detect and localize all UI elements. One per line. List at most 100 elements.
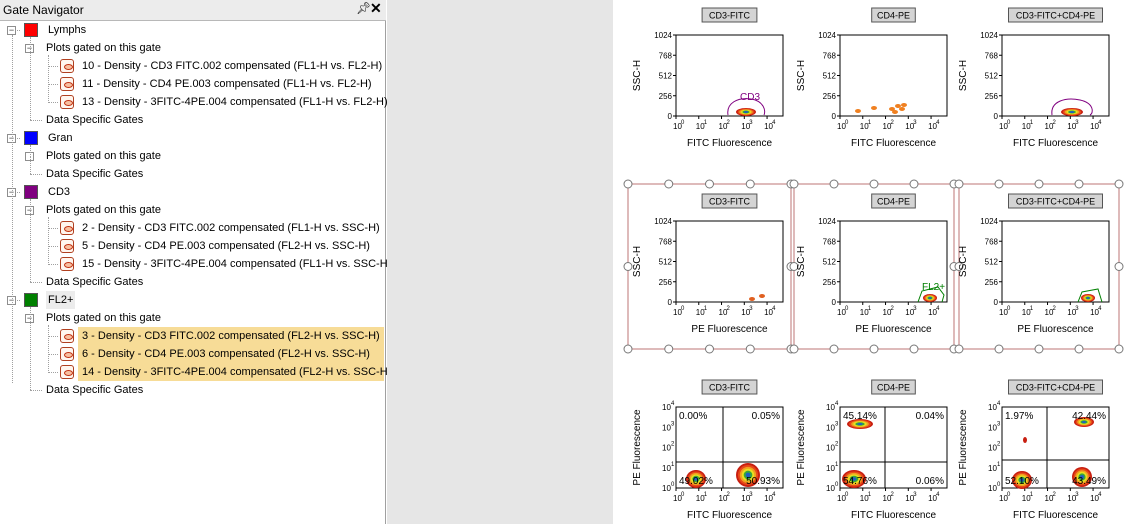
resize-handle[interactable] bbox=[789, 179, 799, 189]
gate-outline[interactable] bbox=[1077, 288, 1103, 303]
resize-handle[interactable] bbox=[705, 179, 714, 189]
plot-list-item[interactable]: 5 - Density - CD4 PE.003 compensated (FL… bbox=[82, 240, 370, 252]
plot-area bbox=[675, 34, 784, 117]
x-tick-label: 10 bbox=[883, 308, 892, 317]
plot-title-box[interactable] bbox=[701, 193, 758, 209]
resize-handle[interactable] bbox=[623, 262, 633, 271]
gate-node-label[interactable]: CD3 bbox=[48, 186, 71, 198]
x-tick-exponent: 3 bbox=[1075, 120, 1079, 126]
resize-handle[interactable] bbox=[789, 262, 799, 271]
density-plot-icon bbox=[60, 221, 74, 235]
resize-handle[interactable] bbox=[954, 262, 964, 271]
gate-outline[interactable] bbox=[917, 286, 945, 303]
expander-icon[interactable]: − bbox=[25, 43, 34, 53]
plot-title-box[interactable] bbox=[1008, 193, 1103, 209]
x-tick-exponent: 4 bbox=[936, 492, 940, 498]
resize-handle[interactable] bbox=[829, 344, 839, 354]
plot-title-box[interactable] bbox=[701, 379, 758, 395]
plot-list-item[interactable]: 15 - Density - 3FITC-4PE.004 compensated… bbox=[82, 258, 392, 270]
x-axis-label: PE Fluorescence bbox=[855, 324, 932, 335]
expander-icon[interactable]: − bbox=[7, 295, 16, 305]
data-specific-gates-label[interactable]: Data Specific Gates bbox=[46, 114, 144, 126]
resize-handle[interactable] bbox=[1114, 344, 1124, 354]
x-tick-label: 10 bbox=[696, 122, 705, 131]
x-tick-label: 10 bbox=[883, 122, 892, 131]
plot-title-box[interactable] bbox=[1008, 379, 1103, 395]
x-tick-exponent: 4 bbox=[936, 306, 940, 312]
data-specific-gates-label[interactable]: Data Specific Gates bbox=[46, 168, 144, 180]
tree-connector bbox=[12, 30, 20, 31]
y-axis-label: PE Fluorescence bbox=[958, 409, 969, 486]
resize-handle[interactable] bbox=[745, 179, 755, 189]
y-tick-label: 0 bbox=[832, 112, 837, 121]
y-tick-label: 256 bbox=[823, 92, 837, 101]
resize-handle[interactable] bbox=[909, 344, 919, 354]
x-tick-label: 10 bbox=[860, 308, 869, 317]
resize-handle[interactable] bbox=[869, 179, 879, 189]
plot-list-item[interactable]: 13 - Density - 3FITC-4PE.004 compensated… bbox=[82, 96, 388, 108]
tree-connector bbox=[12, 35, 13, 383]
gate-node-label[interactable]: FL2+ bbox=[46, 291, 76, 309]
resize-handle[interactable] bbox=[789, 344, 799, 354]
plot-title-box[interactable] bbox=[701, 7, 758, 23]
expander-icon[interactable]: − bbox=[7, 187, 16, 197]
y-tick-label: 0 bbox=[994, 112, 999, 121]
plots-gated-label[interactable]: Plots gated on this gate bbox=[46, 42, 161, 54]
resize-handle[interactable] bbox=[745, 344, 755, 354]
pin-icon[interactable]: 📌︎ bbox=[356, 1, 372, 15]
tree-connector bbox=[48, 372, 58, 373]
x-tick-label: 10 bbox=[837, 308, 846, 317]
resize-handle[interactable] bbox=[994, 344, 1004, 354]
gate-node-label[interactable]: Lymphs bbox=[48, 24, 87, 36]
plot-list-item[interactable]: 6 - Density - CD4 PE.003 compensated (FL… bbox=[82, 348, 370, 360]
selection-highlight bbox=[78, 363, 384, 381]
expander-icon[interactable] bbox=[25, 152, 34, 161]
resize-handle[interactable] bbox=[829, 179, 839, 189]
resize-handle[interactable] bbox=[1114, 262, 1124, 271]
plot-list-item[interactable]: 10 - Density - CD3 FITC.002 compensated … bbox=[82, 60, 383, 72]
plots-gated-label[interactable]: Plots gated on this gate bbox=[46, 204, 161, 216]
tree-connector bbox=[12, 138, 20, 139]
resize-handle[interactable] bbox=[909, 179, 919, 189]
resize-handle[interactable] bbox=[623, 179, 633, 189]
plot-list-item[interactable]: 2 - Density - CD3 FITC.002 compensated (… bbox=[82, 222, 380, 234]
plot-title-box[interactable] bbox=[1008, 7, 1103, 23]
y-tick-label: 10 bbox=[662, 403, 671, 412]
x-tick-exponent: 2 bbox=[1053, 120, 1057, 126]
resize-handle[interactable] bbox=[954, 344, 964, 354]
resize-handle[interactable] bbox=[1074, 344, 1084, 354]
gate-outline[interactable] bbox=[1051, 98, 1093, 116]
plot-list-item[interactable]: 3 - Density - CD3 FITC.002 compensated (… bbox=[82, 330, 380, 342]
expander-icon[interactable]: − bbox=[25, 205, 34, 215]
data-specific-gates-label[interactable]: Data Specific Gates bbox=[46, 276, 144, 288]
resize-handle[interactable] bbox=[623, 344, 633, 354]
expander-icon[interactable]: − bbox=[7, 25, 16, 35]
resize-handle[interactable] bbox=[1114, 179, 1124, 189]
resize-handle[interactable] bbox=[664, 179, 674, 189]
y-axis-label: PE Fluorescence bbox=[796, 409, 807, 486]
resize-handle[interactable] bbox=[1034, 179, 1044, 189]
quadrant-percentage: 50.93% bbox=[746, 476, 780, 487]
gate-outline[interactable] bbox=[727, 98, 766, 116]
plots-gated-label[interactable]: Plots gated on this gate bbox=[46, 312, 161, 324]
plots-gated-label[interactable]: Plots gated on this gate bbox=[46, 150, 161, 162]
resize-handle[interactable] bbox=[869, 344, 879, 354]
resize-handle[interactable] bbox=[954, 179, 964, 189]
resize-handle[interactable] bbox=[664, 344, 674, 354]
y-tick-exponent: 2 bbox=[997, 442, 1001, 448]
resize-handle[interactable] bbox=[994, 179, 1004, 189]
expander-icon[interactable]: − bbox=[7, 133, 16, 143]
data-specific-gates-label[interactable]: Data Specific Gates bbox=[46, 384, 144, 396]
resize-handle[interactable] bbox=[705, 344, 714, 354]
plot-list-item[interactable]: 11 - Density - CD4 PE.003 compensated (F… bbox=[82, 78, 372, 90]
resize-handle[interactable] bbox=[1034, 344, 1044, 354]
plot-title-box[interactable] bbox=[871, 193, 916, 209]
plot-list-item[interactable]: 14 - Density - 3FITC-4PE.004 compensated… bbox=[82, 366, 392, 378]
close-icon[interactable]: ✕ bbox=[370, 0, 382, 16]
plot-title-box[interactable] bbox=[871, 379, 916, 395]
gate-tree: − Lymphs − Plots gated on this gate 10 - Den… bbox=[0, 21, 391, 524]
gate-node-label[interactable]: Gran bbox=[48, 132, 73, 144]
resize-handle[interactable] bbox=[1074, 179, 1084, 189]
plot-title-box[interactable] bbox=[871, 7, 916, 23]
expander-icon[interactable]: − bbox=[25, 313, 34, 323]
